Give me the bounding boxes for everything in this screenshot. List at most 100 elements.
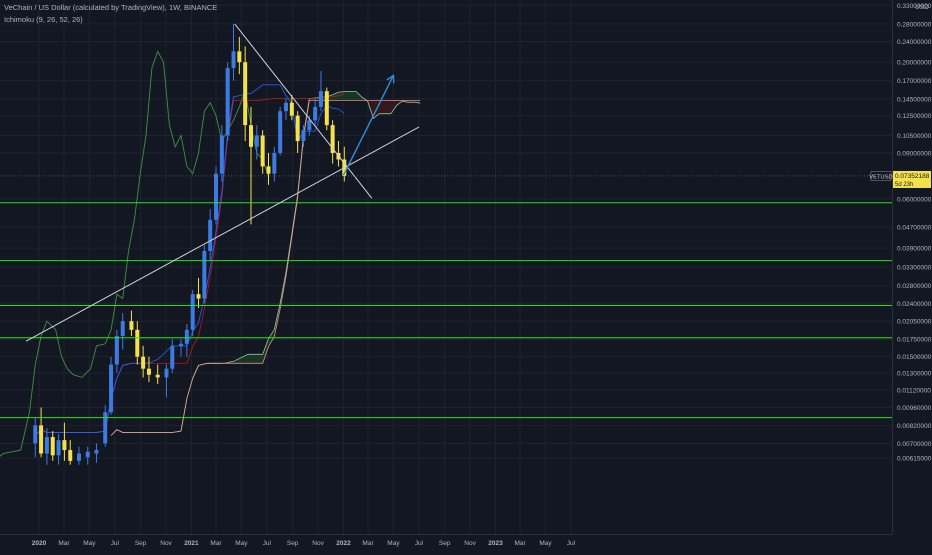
price-tick-label: 0.06000000 (897, 197, 932, 204)
candle-body (197, 294, 201, 298)
candle (109, 357, 113, 415)
time-tick-label: 2022 (336, 540, 351, 547)
price-tick-label: 0.02050000 (897, 319, 932, 326)
candle (214, 166, 218, 224)
time-tick-label: May (539, 540, 552, 547)
candle-body (45, 437, 49, 454)
candle-body (103, 412, 107, 443)
price-tick-label: 0.04700000 (897, 224, 932, 231)
current-price-countdown: 5d 23h (895, 182, 913, 188)
cloud-segment (385, 100, 391, 113)
candle-body (170, 346, 174, 369)
price-tick-label: 0.28000000 (897, 21, 932, 28)
candle-body (272, 153, 276, 174)
time-tick-label: Jul (415, 540, 424, 547)
candle-body (220, 135, 224, 173)
cloud-segment (248, 354, 257, 363)
candle-body (109, 365, 113, 413)
candle-body (232, 51, 236, 68)
candle-body (141, 357, 145, 369)
price-tick-label: 0.00615000 (897, 456, 932, 463)
candle-body (237, 51, 241, 62)
candle-body (129, 321, 133, 330)
candle-body (202, 251, 206, 299)
price-tick-label: 0.20000000 (897, 60, 932, 67)
time-tick-label: 2020 (32, 540, 47, 547)
price-tick-label: 0.03300000 (897, 265, 932, 272)
candle-body (325, 91, 329, 125)
time-tick-label: Sep (439, 540, 451, 547)
candle-body (266, 166, 270, 173)
price-tick-label: 0.01750000 (897, 337, 932, 344)
candle-body (261, 135, 265, 166)
symbol-tag: VETUSD (869, 174, 893, 180)
current-price-value: 0.07352188 (895, 173, 930, 180)
price-tick-label: 0.02400000 (897, 301, 932, 308)
candle-body (249, 125, 253, 147)
candle-body (226, 68, 230, 135)
cloud-segment (257, 354, 263, 363)
candle-body (57, 440, 61, 455)
price-axis[interactable]: 0.330000000.280000000.240000000.20000000… (892, 0, 932, 550)
candle-body (243, 62, 247, 125)
candle (226, 62, 230, 141)
candle-body (121, 321, 125, 336)
candle-body (156, 375, 160, 378)
time-tick-label: Mar (58, 540, 70, 547)
candle (325, 88, 329, 131)
indicator-legend[interactable]: Ichimoku (9, 26, 52, 26) (4, 15, 83, 24)
price-tick-label: 0.24000000 (897, 39, 932, 46)
candle-body (301, 130, 305, 141)
candle-body (284, 103, 288, 111)
time-tick-label: 2021 (184, 540, 199, 547)
candle-body (33, 425, 37, 443)
candle-body (68, 450, 72, 461)
chart-title: VeChain / US Dollar (calculated by Tradi… (4, 3, 217, 12)
candle-body (179, 344, 183, 346)
time-tick-label: Jul (263, 540, 272, 547)
time-tick-label: Sep (135, 540, 147, 547)
candle (278, 107, 282, 156)
candle-body (296, 116, 300, 141)
price-tick-label: 0.01500000 (897, 354, 932, 361)
candle-body (290, 103, 294, 116)
candle (202, 245, 206, 303)
candle-body (185, 330, 189, 344)
time-tick-label: May (83, 540, 96, 547)
currency-label: USD (915, 4, 929, 11)
price-tick-label: 0.01120000 (897, 387, 931, 394)
candle-body (77, 454, 81, 461)
cloud-segment (338, 92, 344, 101)
candle-body (94, 450, 98, 453)
time-tick-label: Mar (514, 540, 526, 547)
candle-body (115, 336, 119, 365)
cloud-segment (350, 91, 356, 100)
price-tick-label: 0.03900000 (897, 246, 932, 253)
time-tick-label: Mar (362, 540, 374, 547)
price-tick-label: 0.12500000 (897, 113, 932, 120)
price-tick-label: 0.00960000 (897, 405, 932, 412)
time-tick-label: Mar (210, 540, 222, 547)
time-tick-label: May (387, 540, 400, 547)
price-tick-label: 0.01300000 (897, 370, 932, 377)
candle-body (147, 369, 151, 375)
time-tick-label: Nov (312, 540, 324, 547)
price-tick-label: 0.10500000 (897, 133, 932, 140)
time-tick-label: Jul (111, 540, 120, 547)
price-tick-label: 0.00700000 (897, 441, 932, 448)
candle-body (51, 437, 55, 455)
candle-body (319, 91, 323, 107)
candle-body (135, 330, 139, 357)
price-tick-label: 0.14500000 (897, 96, 932, 103)
price-tick-label: 0.17000000 (897, 78, 932, 85)
candle-body (255, 135, 259, 146)
time-tick-label: 2023 (488, 540, 503, 547)
price-tick-label: 0.09000000 (897, 150, 932, 157)
candle-body (62, 440, 66, 450)
time-tick-label: May (235, 540, 248, 547)
candle-body (214, 174, 218, 220)
time-tick-label: Nov (160, 540, 172, 547)
time-tick-label: Jul (567, 540, 576, 547)
